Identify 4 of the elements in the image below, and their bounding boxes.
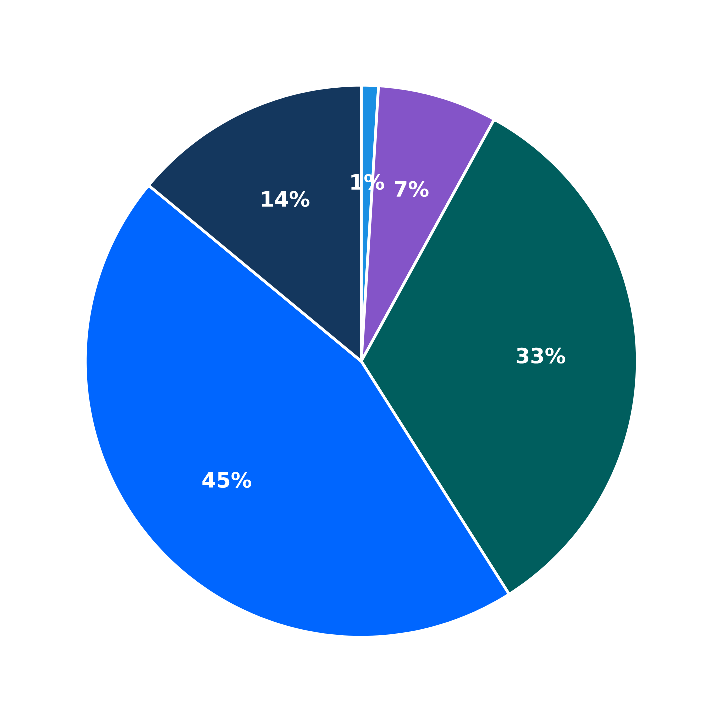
data-label: 7%	[395, 181, 429, 198]
data-label: 33%	[516, 348, 566, 364]
data-label: 45%	[202, 472, 252, 488]
data-label: 14%	[262, 191, 310, 208]
